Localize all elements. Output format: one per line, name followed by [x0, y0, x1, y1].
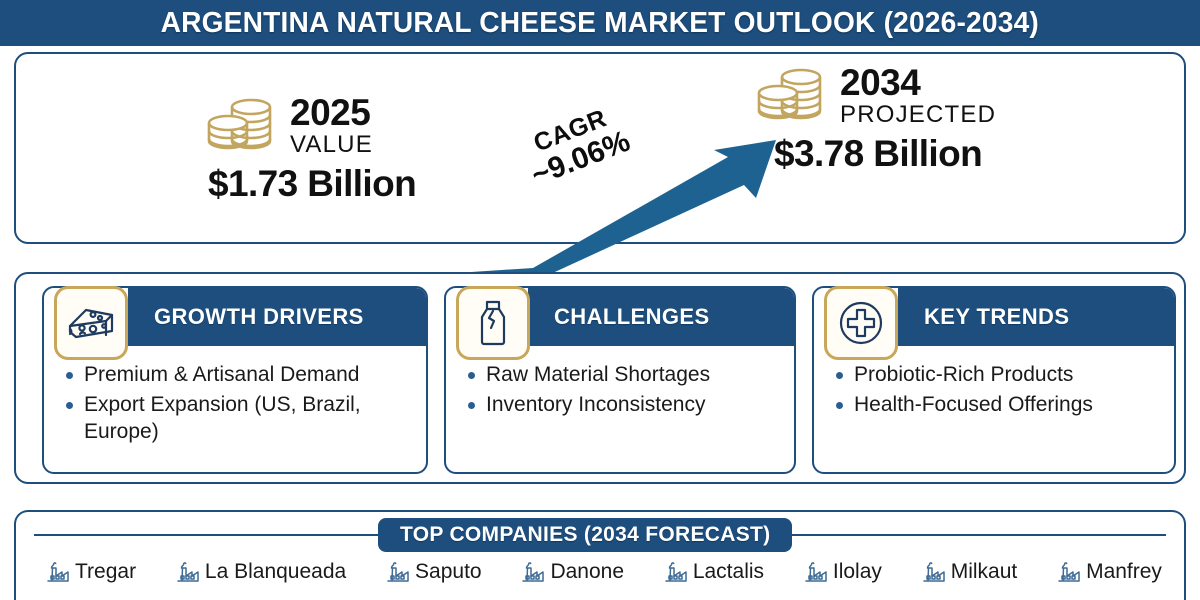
list-item: Health-Focused Offerings: [834, 392, 1162, 419]
list-item: Raw Material Shortages: [466, 362, 782, 389]
factory-icon: [922, 560, 946, 584]
growth-drivers-list: Premium & Artisanal Demand Export Expans…: [64, 362, 414, 446]
company-name: Lactalis: [692, 560, 765, 583]
forecast-amount: $3.78 Billion: [774, 133, 983, 174]
company-item: Ilolay: [804, 560, 882, 584]
list-item: Probiotic-Rich Products: [834, 362, 1162, 389]
company-name: Ilolay: [832, 560, 882, 583]
factory-icon: [176, 560, 200, 584]
header-bar: ARGENTINA NATURAL CHEESE MARKET OUTLOOK …: [0, 0, 1200, 46]
company-name: Danone: [550, 560, 624, 583]
companies-row: Tregar La Blanqueada: [34, 560, 1174, 584]
coin-stack-icon: [206, 95, 278, 157]
card-header: CHALLENGES: [528, 288, 794, 346]
key-trends-list: Probiotic-Rich Products Health-Focused O…: [834, 362, 1162, 419]
card-header: KEY TRENDS: [898, 288, 1174, 346]
company-name: Tregar: [75, 560, 137, 583]
company-item: Lactalis: [664, 560, 764, 584]
card-title: CHALLENGES: [554, 304, 710, 329]
forecast-value-group: 2034 PROJECTED $3.78 Billion: [756, 64, 1156, 175]
base-value-label: VALUE: [290, 131, 373, 158]
cagr-arrow-group: CAGR ~9.06%: [456, 104, 786, 282]
factory-icon: [664, 560, 688, 584]
list-item: Inventory Inconsistency: [466, 392, 782, 419]
company-name: Saputo: [415, 560, 482, 583]
base-year: 2025: [290, 92, 371, 133]
growth-arrow-icon: [456, 140, 776, 277]
forecast-value-label: PROJECTED: [840, 101, 997, 128]
company-name: Milkaut: [950, 560, 1018, 583]
factory-icon: [46, 560, 70, 584]
company-item: Milkaut: [922, 560, 1018, 584]
company-name: Manfrey: [1086, 560, 1162, 583]
company-item: La Blanqueada: [176, 560, 346, 584]
card-header: GROWTH DRIVERS: [128, 288, 426, 346]
company-item: Danone: [521, 560, 624, 584]
page-title: ARGENTINA NATURAL CHEESE MARKET OUTLOOK …: [160, 6, 1040, 39]
card-title: GROWTH DRIVERS: [154, 304, 364, 329]
market-value-panel: 2025 VALUE $1.73 Billion CAGR ~9.06%: [14, 52, 1186, 277]
card-body: Probiotic-Rich Products Health-Focused O…: [814, 346, 1174, 472]
forecast-year: 2034: [840, 62, 921, 103]
card-challenges: CHALLENGES Raw Material Shortages Invent…: [444, 286, 796, 474]
coin-stack-icon: [756, 65, 828, 127]
cracked-milk-bottle-icon: [456, 286, 530, 360]
factory-icon: [521, 560, 545, 584]
list-item: Premium & Artisanal Demand: [64, 362, 414, 389]
company-name: La Blanqueada: [204, 560, 347, 583]
top-companies-title: TOP COMPANIES (2034 FORECAST): [400, 523, 771, 546]
card-body: Raw Material Shortages Inventory Inconsi…: [446, 346, 794, 472]
card-title: KEY TRENDS: [924, 304, 1070, 329]
company-item: Saputo: [386, 560, 482, 584]
company-item: Manfrey: [1057, 560, 1162, 584]
challenges-list: Raw Material Shortages Inventory Inconsi…: [466, 362, 782, 419]
medical-cross-circle-icon: [824, 286, 898, 360]
factory-icon: [1057, 560, 1081, 584]
cheese-wedge-icon: [54, 286, 128, 360]
factory-icon: [804, 560, 828, 584]
list-item: Export Expansion (US, Brazil, Europe): [64, 392, 414, 446]
base-value-group: 2025 VALUE $1.73 Billion: [206, 94, 556, 205]
factory-icon: [386, 560, 410, 584]
top-companies-title-badge: TOP COMPANIES (2034 FORECAST): [378, 518, 793, 552]
company-item: Tregar: [46, 560, 136, 584]
base-amount: $1.73 Billion: [208, 163, 417, 204]
card-growth-drivers: GROWTH DRIVERS: [42, 286, 428, 474]
card-body: Premium & Artisanal Demand Export Expans…: [44, 346, 426, 472]
insights-panel: GROWTH DRIVERS: [14, 272, 1186, 484]
card-key-trends: KEY TRENDS Probiotic-Rich Products Healt…: [812, 286, 1176, 474]
